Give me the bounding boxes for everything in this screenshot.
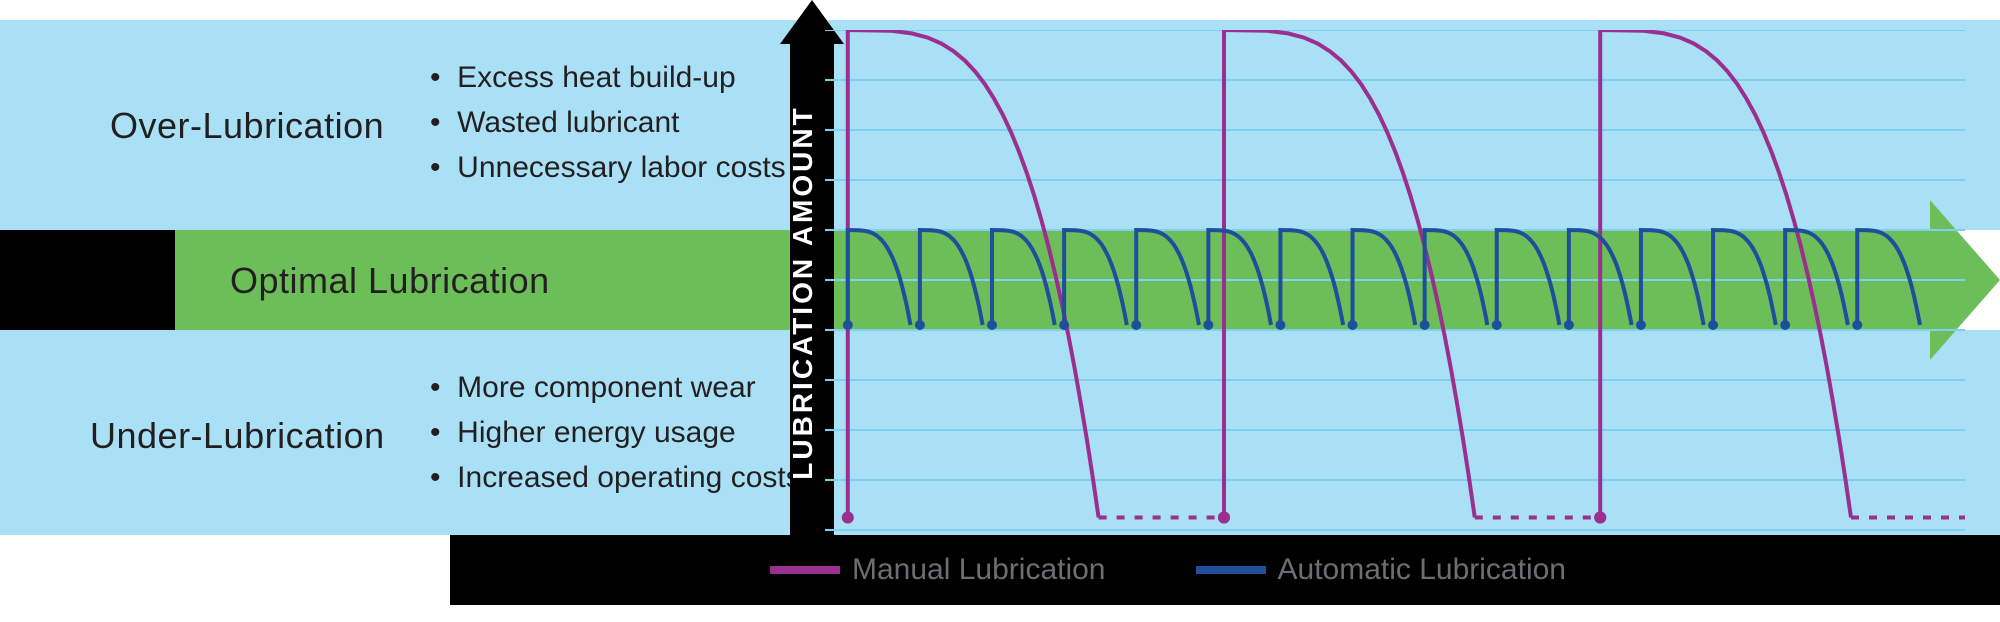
under-lubrication-label: Under-Lubrication [90,415,385,457]
manual-swatch [770,566,840,574]
automatic-swatch [1196,566,1266,574]
optimal-lubrication-label: Optimal Lubrication [230,260,550,302]
over-lubrication-label: Over-Lubrication [110,105,384,147]
svg-text:LUBRICATION AMOUNT: LUBRICATION AMOUNT [787,105,818,479]
bullet-item: • Wasted lubricant [430,100,786,145]
left-black-block [0,230,175,330]
manual-legend-label: Manual Lubrication [852,553,1106,587]
legend-bar: Manual Lubrication Automatic Lubrication [450,535,2000,605]
bullet-item: • More component wear [430,365,801,410]
lubrication-chart [825,30,1965,550]
lubrication-diagram: Over-Lubrication Optimal Lubrication Und… [0,0,2000,622]
over-lubrication-bullets: • Excess heat build-up• Wasted lubricant… [430,55,786,190]
bullet-item: • Increased operating costs [430,455,801,500]
bullet-item: • Higher energy usage [430,410,801,455]
under-lubrication-bullets: • More component wear• Higher energy usa… [430,365,801,500]
bullet-item: • Unnecessary labor costs [430,145,786,190]
automatic-legend-label: Automatic Lubrication [1278,553,1567,587]
bullet-item: • Excess heat build-up [430,55,786,100]
